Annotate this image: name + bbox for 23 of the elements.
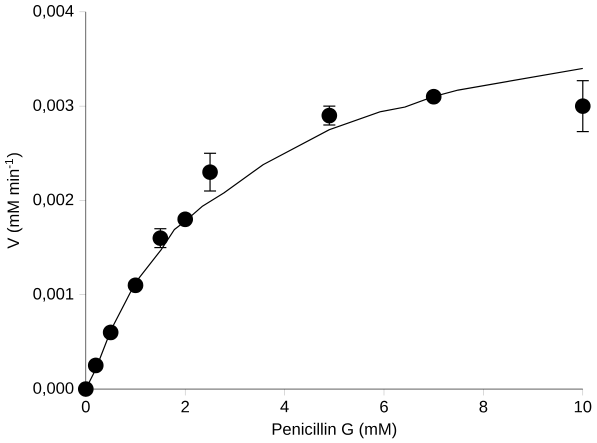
x-axis-title: Penicillin G (mM) (272, 422, 396, 438)
point (128, 277, 144, 294)
point (574, 98, 591, 114)
y-tick-label: 0,004 (33, 4, 74, 19)
point (177, 211, 194, 228)
x-tick-label: 8 (480, 400, 488, 412)
point (78, 381, 94, 397)
point (152, 230, 168, 246)
y-tick-label: 0,003 (33, 99, 74, 113)
x-tick-label: 4 (280, 400, 289, 412)
point (88, 358, 104, 374)
x-tick-label: 0 (82, 400, 90, 412)
x-tick-label: 2 (181, 400, 189, 412)
y-tick-label: 0,000 (33, 382, 74, 396)
y-tick-label: 0,002 (33, 194, 74, 208)
x-tick-label: 6 (380, 400, 388, 412)
point (202, 164, 218, 180)
point (426, 88, 442, 104)
y-axis-title: V (mM min$^{-1}$) (5, 153, 22, 249)
point (102, 324, 118, 340)
x-tick-label: 10 (574, 400, 592, 412)
point (322, 108, 338, 124)
y-tick-label: 0,001 (33, 288, 74, 302)
